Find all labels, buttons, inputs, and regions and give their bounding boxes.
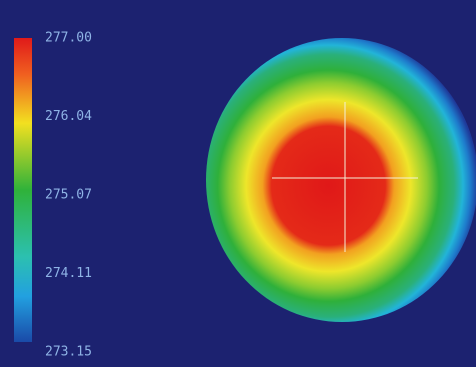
scale-label: 274.11 — [45, 266, 92, 281]
scale-label: 276.04 — [45, 109, 92, 124]
scale-label: 273.15 — [45, 345, 92, 360]
color-scale — [14, 38, 32, 342]
scale-label: 277.00 — [45, 31, 92, 46]
heat-spot — [206, 38, 476, 322]
page: 277.00276.04275.07274.11273.15 (() => { … — [0, 0, 476, 367]
scale-label: 275.07 — [45, 188, 92, 203]
thermal-image: 277.00 276.04 275.07 274.11 273.15 — [0, 0, 476, 367]
